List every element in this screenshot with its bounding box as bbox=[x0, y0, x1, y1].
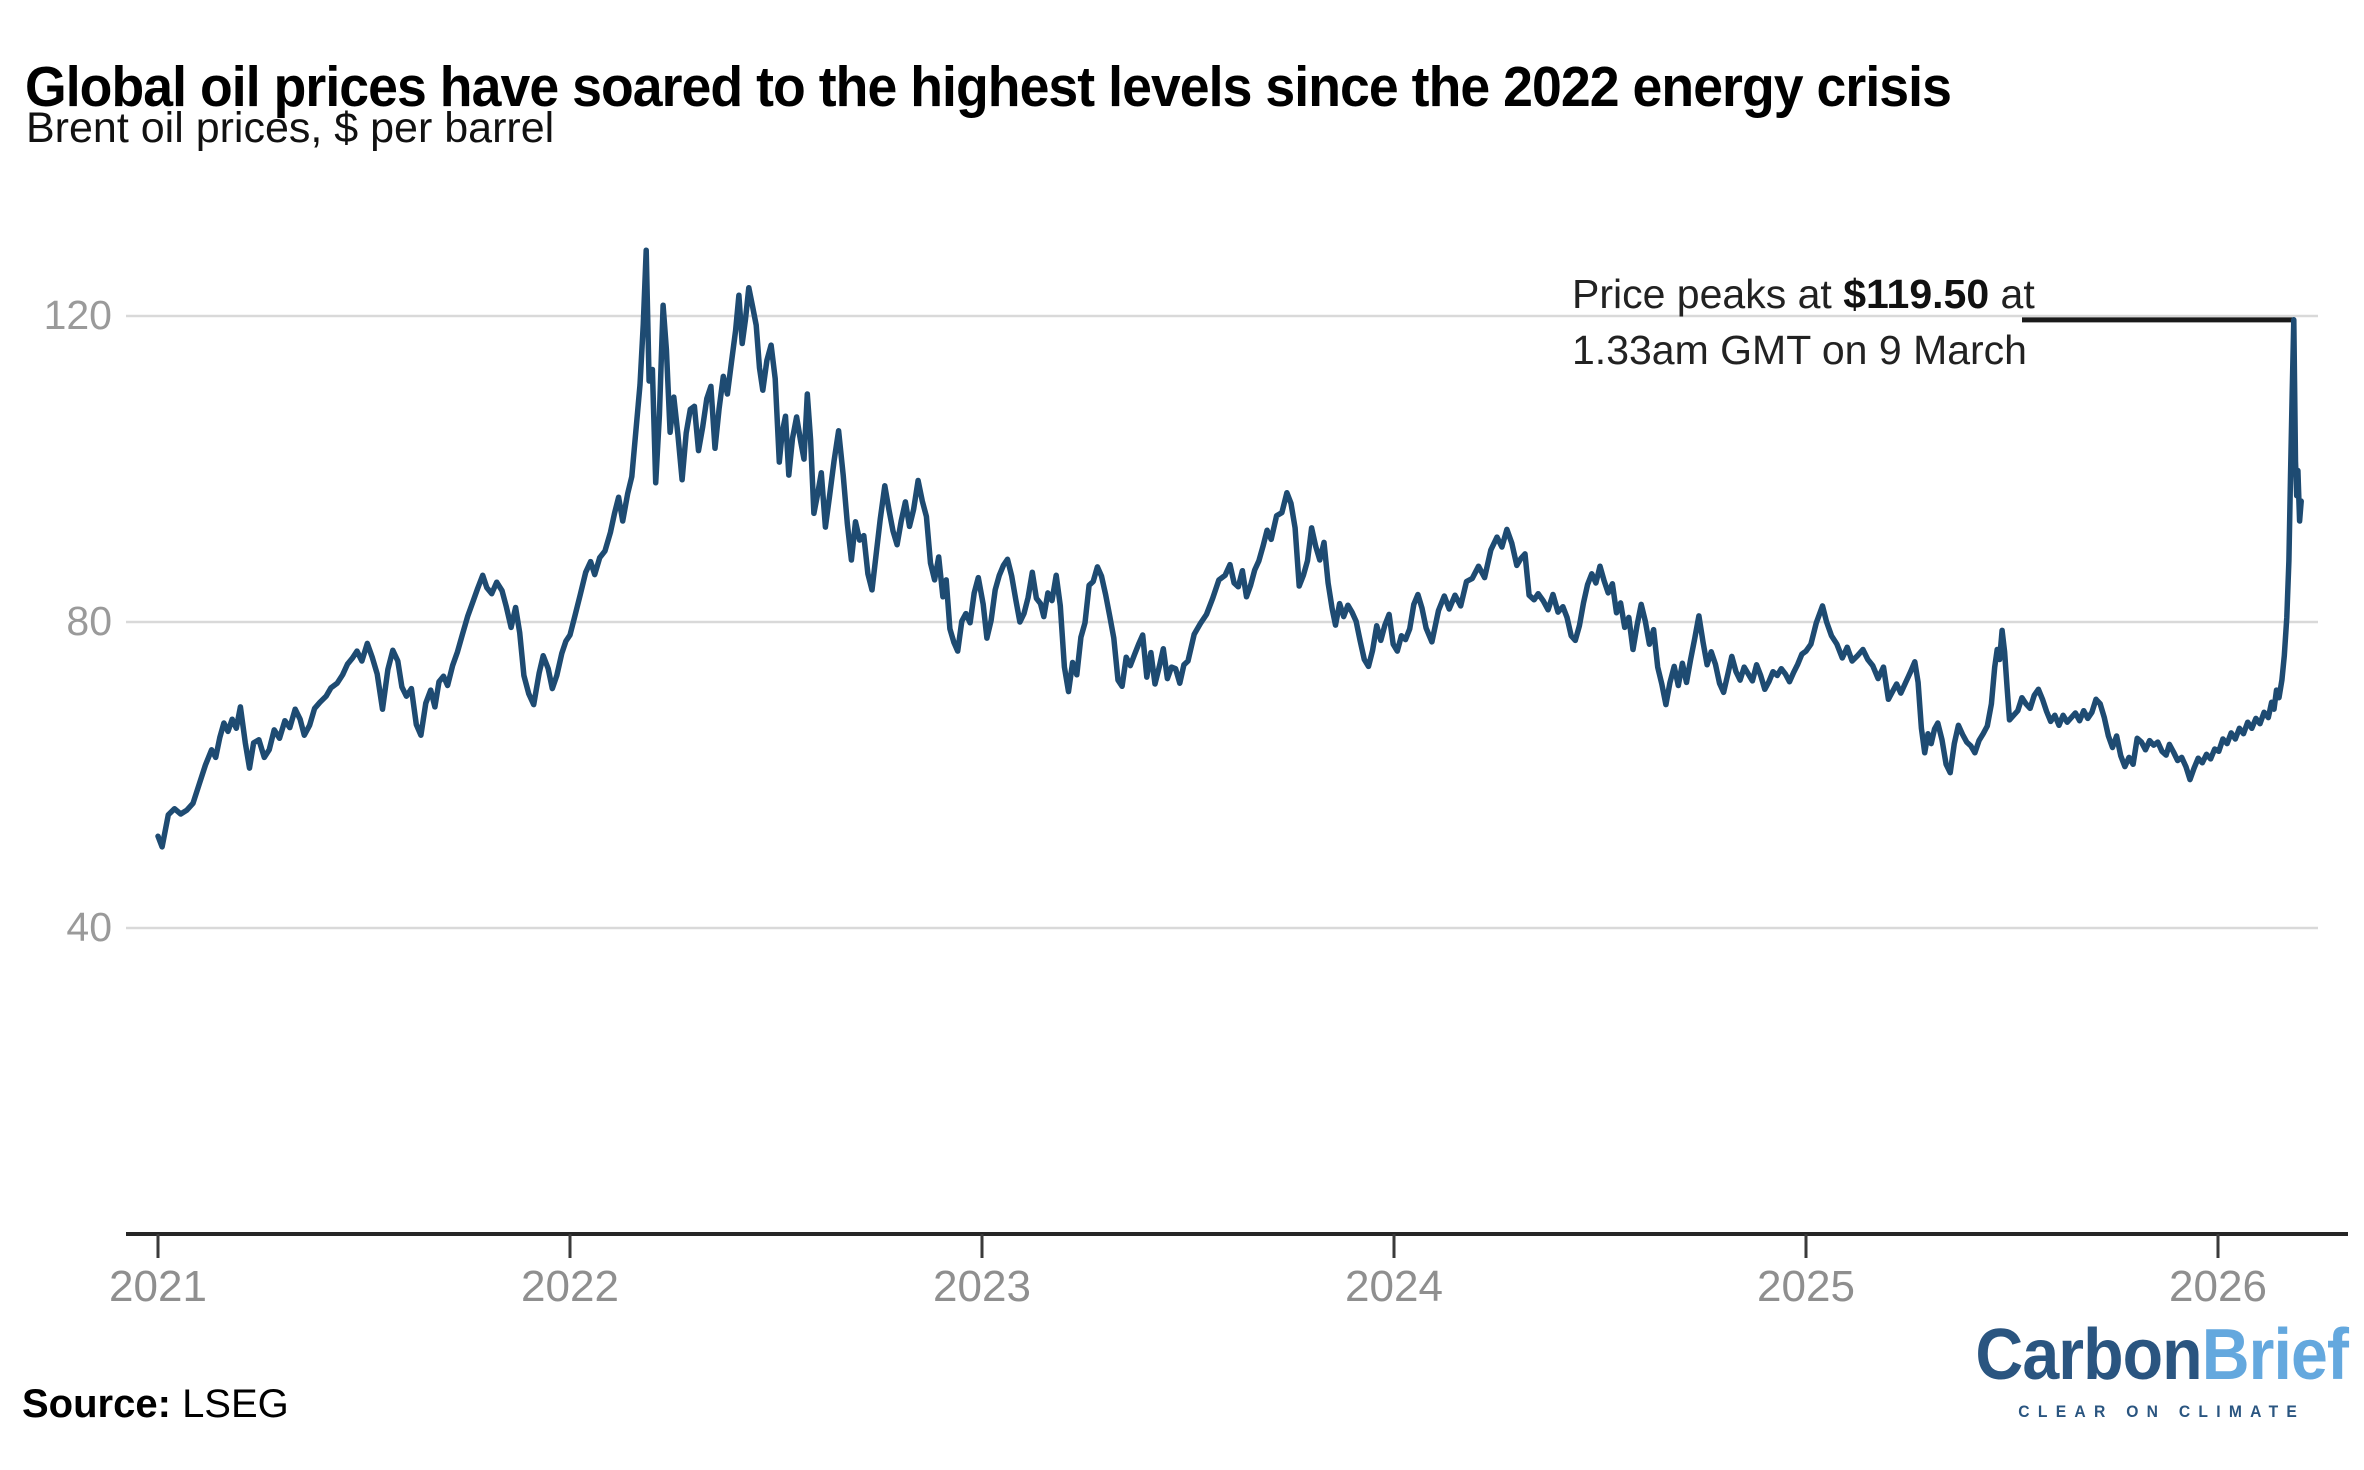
peak-annotation: Price peaks at $119.50 at 1.33am GMT on … bbox=[1572, 266, 2035, 378]
logo-brief-text: Brief bbox=[2201, 1315, 2349, 1395]
peak-annotation-line1: Price peaks at $119.50 at bbox=[1572, 271, 2035, 317]
x-axis-label-2024: 2024 bbox=[1345, 1262, 1443, 1311]
x-axis-label-2025: 2025 bbox=[1757, 1262, 1855, 1311]
x-axis-label-2022: 2022 bbox=[521, 1262, 619, 1311]
y-axis-label-40: 40 bbox=[66, 904, 112, 950]
source-note: Source: LSEG bbox=[22, 1382, 289, 1427]
chart-title: Global oil prices have soared to the hig… bbox=[25, 55, 1952, 120]
y-axis-label-120: 120 bbox=[43, 292, 112, 338]
chart-subtitle: Brent oil prices, $ per barrel bbox=[26, 104, 555, 152]
carbonbrief-logo: CarbonBrief CLEAR ON CLIMATE bbox=[1975, 1315, 2349, 1422]
x-axis-label-2021: 2021 bbox=[109, 1262, 207, 1311]
brent-price-series bbox=[155, 247, 2304, 850]
peak-value: $119.50 bbox=[1843, 271, 1990, 317]
source-label: Source: bbox=[22, 1382, 171, 1426]
logo-tagline: CLEAR ON CLIMATE bbox=[2018, 1402, 2306, 1421]
y-axis-label-80: 80 bbox=[66, 598, 112, 644]
x-axis-label-2023: 2023 bbox=[933, 1262, 1031, 1311]
source-value: LSEG bbox=[182, 1382, 289, 1426]
x-axis-label-2026: 2026 bbox=[2169, 1262, 2267, 1311]
carbonbrief-wordmark: CarbonBrief bbox=[1975, 1315, 2349, 1395]
peak-annotation-line2: 1.33am GMT on 9 March bbox=[1572, 327, 2027, 373]
logo-carbon-text: Carbon bbox=[1975, 1315, 2202, 1395]
